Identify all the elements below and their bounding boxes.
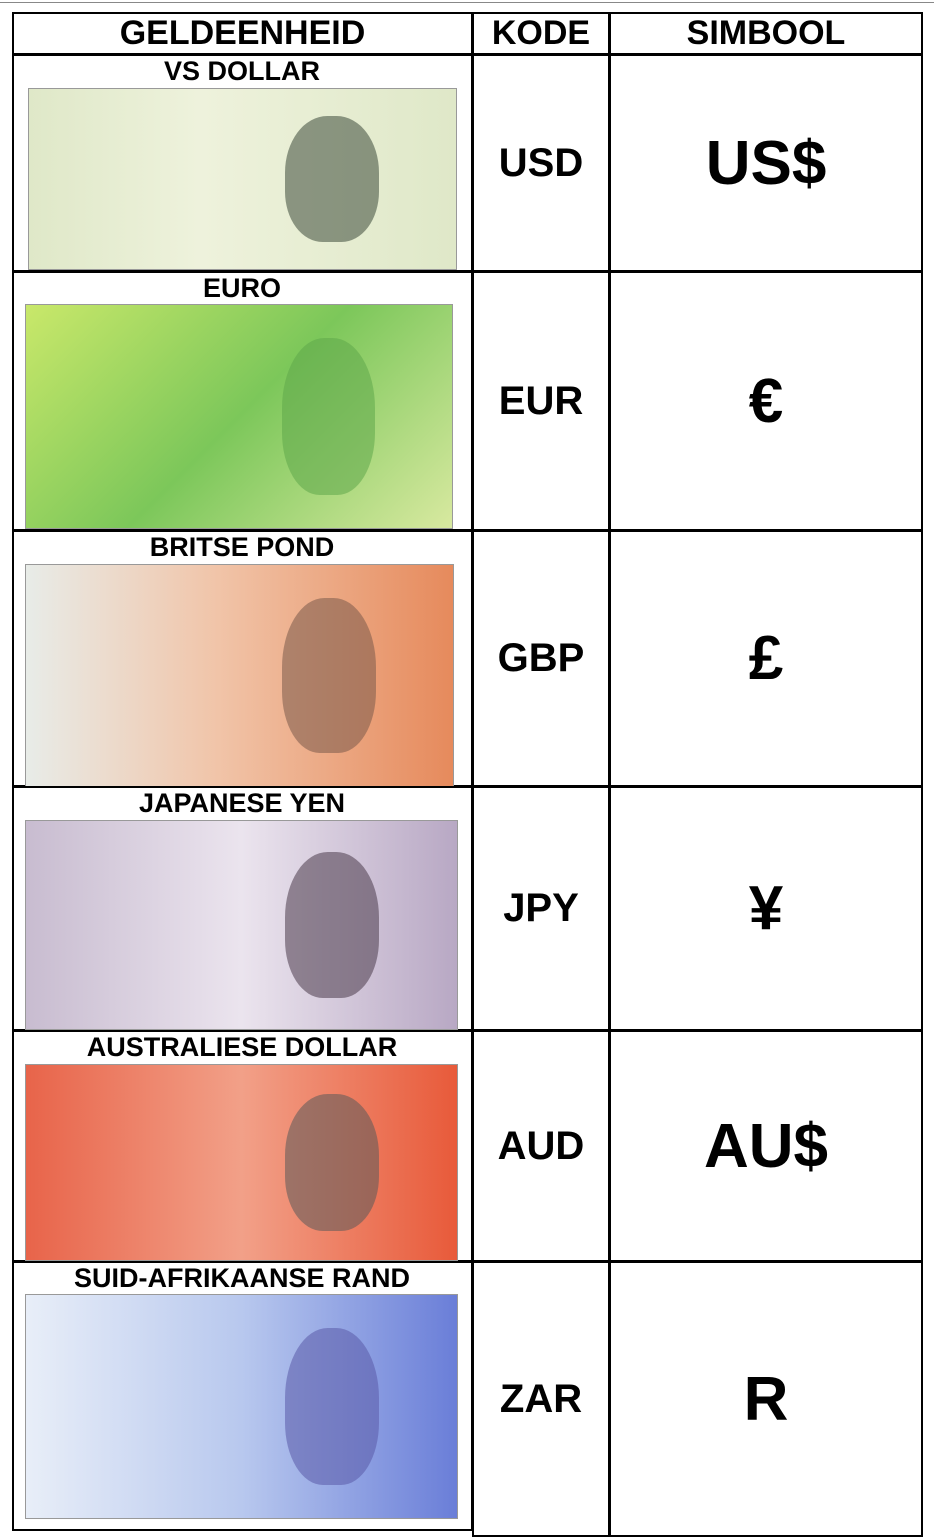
- header-cell: SIMBOOL: [609, 12, 923, 55]
- currency-name: BRITSE POND: [149, 532, 335, 562]
- banknote-image: [25, 564, 454, 787]
- portrait: [282, 598, 377, 753]
- banknote-image: [25, 820, 458, 1030]
- currency-symbol: AU$: [609, 1030, 923, 1262]
- banknote-image: [25, 304, 453, 529]
- banknote-image: [28, 88, 457, 270]
- currency-symbol: €: [609, 271, 923, 531]
- portrait: [284, 1094, 380, 1231]
- portrait: [284, 1328, 380, 1485]
- top-rule: [0, 2, 934, 3]
- currency-symbol: R: [609, 1261, 923, 1537]
- currency-code: ZAR: [472, 1261, 610, 1537]
- currency-code: EUR: [472, 271, 610, 531]
- portrait: [285, 116, 380, 242]
- currency-name: SUID-AFRIKAANSE RAND: [74, 1263, 410, 1293]
- banknote-image: [25, 1064, 458, 1261]
- banknote-image: [25, 1294, 458, 1519]
- header-cell: KODE: [472, 12, 610, 55]
- currency-code: JPY: [472, 786, 610, 1031]
- currency-code: AUD: [472, 1030, 610, 1262]
- currency-name: VS DOLLAR: [163, 56, 320, 86]
- currency-code: GBP: [472, 530, 610, 787]
- currency-name: EURO: [202, 273, 281, 303]
- portrait: [284, 852, 380, 998]
- currency-name: JAPANESE YEN: [138, 788, 346, 818]
- currency-symbol: US$: [609, 54, 923, 272]
- currency-name: AUSTRALIESE DOLLAR: [86, 1032, 398, 1062]
- header-cell: GELDEENHEID: [12, 12, 473, 55]
- currency-symbol: ¥: [609, 786, 923, 1031]
- portrait: [281, 338, 376, 495]
- currency-symbol: £: [609, 530, 923, 787]
- currency-code: USD: [472, 54, 610, 272]
